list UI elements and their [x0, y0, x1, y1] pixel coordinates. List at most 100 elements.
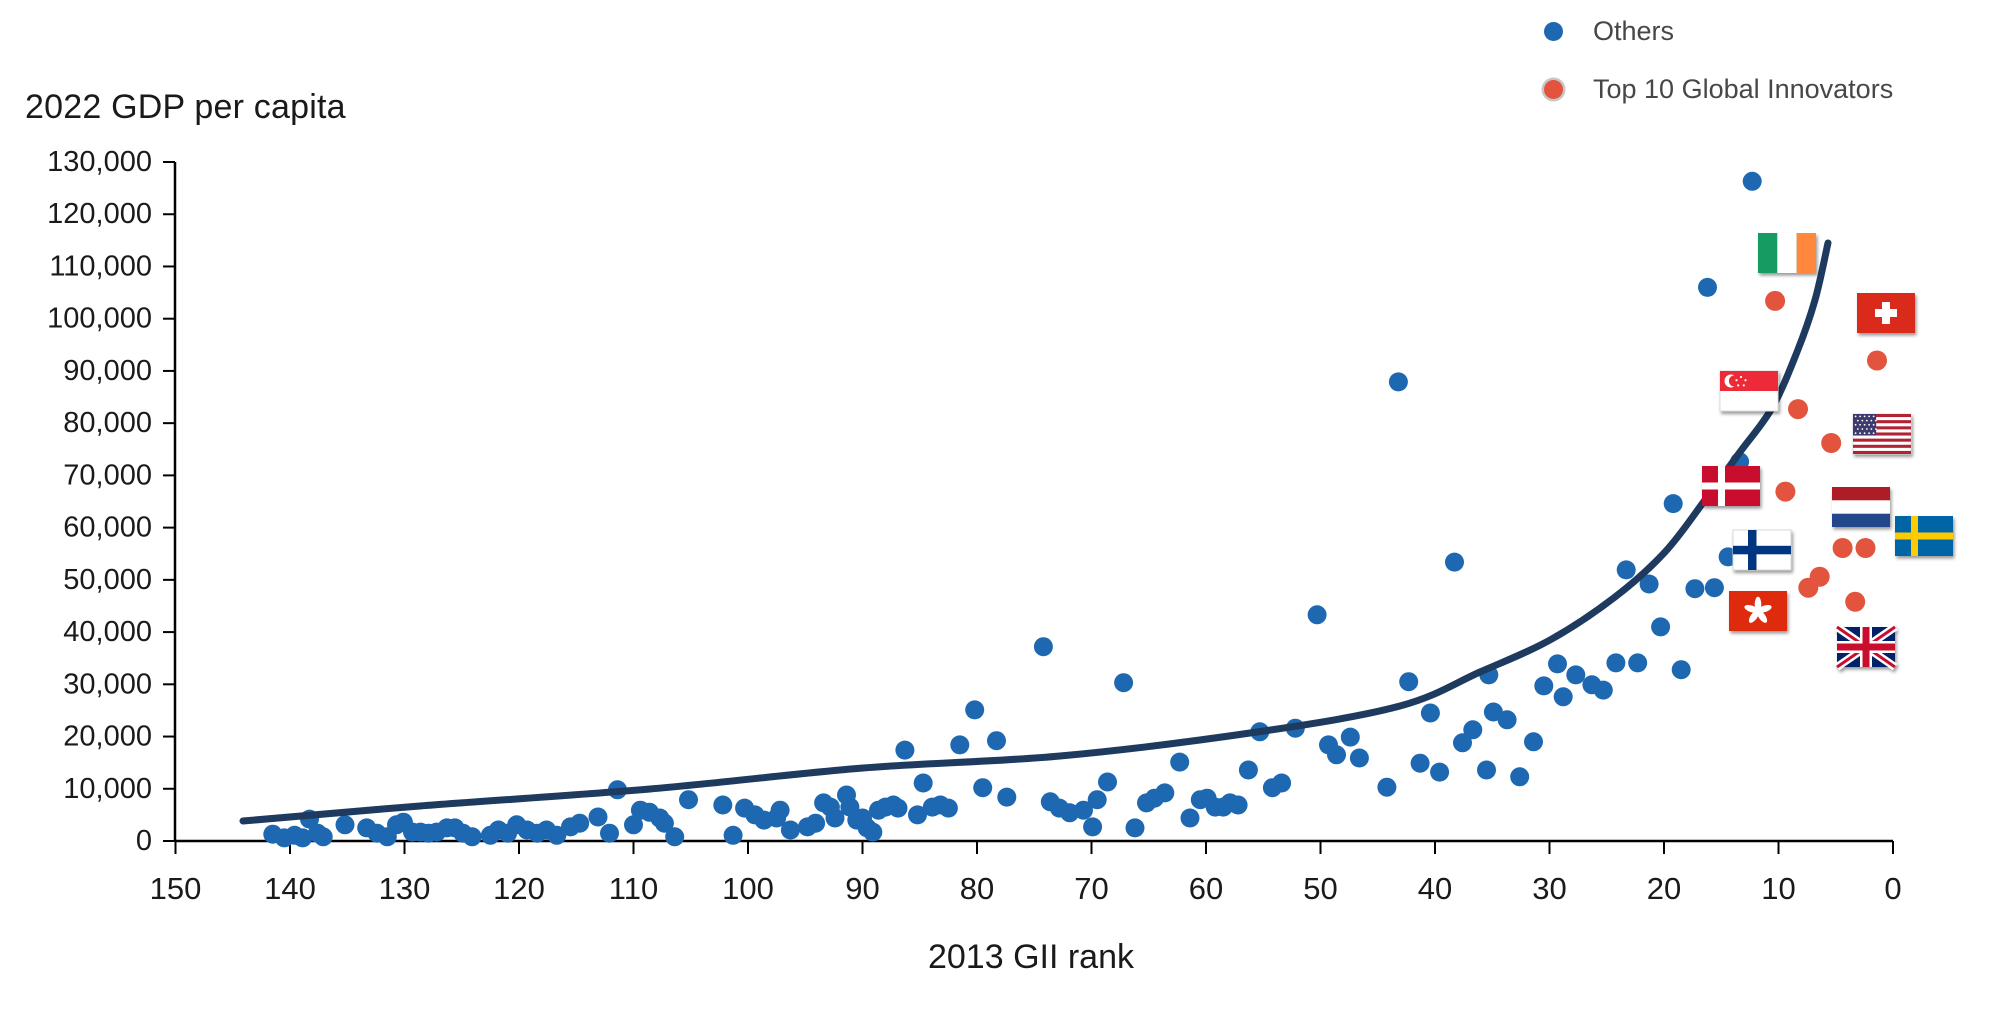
- data-point-others: [1074, 800, 1093, 820]
- country-flags: [1702, 233, 1953, 671]
- data-point-others: [1510, 767, 1530, 787]
- data-point-others: [313, 827, 333, 847]
- data-point-others: [938, 798, 958, 818]
- data-point-others: [1698, 277, 1717, 297]
- data-point-others: [1685, 579, 1705, 599]
- data-point-others: [1170, 752, 1190, 772]
- data-point-others: [1553, 687, 1573, 707]
- y-tick-label: 50,000: [63, 564, 152, 596]
- data-point-others: [293, 828, 313, 848]
- data-point-others: [1616, 560, 1636, 580]
- data-point-others: [588, 807, 608, 827]
- data-point-others: [1463, 720, 1483, 740]
- flag-finland-icon: [1732, 529, 1792, 571]
- x-tick-label: 100: [722, 871, 774, 906]
- data-point-others: [1114, 673, 1134, 693]
- data-point-others: [806, 813, 826, 833]
- data-point-others: [1606, 653, 1626, 673]
- data-point-others: [965, 700, 985, 720]
- legend-label-others: Others: [1593, 15, 1675, 46]
- x-tick-label: 20: [1647, 871, 1681, 906]
- x-tick-label: 70: [1074, 871, 1108, 906]
- axes: 0 10,000 20,000 30,000 40,000 50,000 60,000 70,…: [47, 146, 1901, 906]
- data-point-top10-hongkong: [1798, 577, 1819, 598]
- data-point-top10-sweden: [1855, 538, 1876, 558]
- data-point-others: [1083, 817, 1103, 837]
- data-point-others: [713, 795, 733, 815]
- data-point-others: [1628, 653, 1648, 673]
- data-point-top10-usa: [1821, 433, 1842, 453]
- data-point-others: [1307, 605, 1327, 625]
- data-point-others: [1377, 777, 1397, 797]
- data-point-others: [723, 825, 743, 845]
- data-point-others: [624, 815, 643, 835]
- data-point-others: [913, 773, 933, 793]
- data-point-others: [1639, 574, 1659, 594]
- legend: Others Top 10 Global Innovators: [1544, 12, 1893, 128]
- y-tick-label: 30,000: [63, 668, 152, 700]
- data-point-others: [1125, 818, 1145, 838]
- data-point-others: [863, 822, 883, 842]
- x-tick-label: 140: [264, 871, 316, 906]
- x-tick-label: 10: [1761, 871, 1795, 906]
- data-point-others: [1098, 772, 1117, 792]
- data-point-others: [1410, 753, 1430, 773]
- data-point-others: [335, 815, 355, 835]
- y-tick-label: 100,000: [47, 303, 152, 335]
- data-point-others: [1155, 783, 1175, 803]
- y-tick-label: 80,000: [63, 407, 152, 439]
- data-point-others: [1663, 494, 1683, 514]
- data-point-others: [908, 805, 927, 825]
- flag-singapore-icon: [1719, 370, 1779, 412]
- data-point-others: [665, 827, 685, 847]
- data-point-others: [895, 740, 915, 760]
- data-point-others: [770, 800, 790, 820]
- x-tick-label: 110: [609, 871, 658, 906]
- y-tick-label: 90,000: [63, 355, 152, 387]
- flag-denmark-icon: [1702, 466, 1760, 506]
- x-tick-label: 0: [1884, 871, 1901, 906]
- y-tick-label: 20,000: [63, 721, 152, 753]
- flag-usa-icon: [1852, 413, 1912, 455]
- data-point-top10-denmark: [1775, 481, 1796, 502]
- data-point-others: [973, 778, 993, 798]
- data-point-others: [1180, 808, 1200, 828]
- y-tick-label: 40,000: [63, 616, 152, 648]
- exponential-trend-curve: [239, 239, 1832, 825]
- data-point-others: [1651, 617, 1671, 637]
- data-point-others: [825, 808, 845, 828]
- x-tick-label: 50: [1303, 871, 1337, 906]
- y-tick-label: 130,000: [47, 146, 152, 178]
- others-legend-marker-icon: [1544, 21, 1563, 41]
- data-point-others: [987, 731, 1006, 751]
- flag-sweden-icon: [1895, 516, 1953, 556]
- data-point-others: [997, 787, 1017, 807]
- data-point-top10-ireland: [1765, 290, 1786, 311]
- data-point-others: [1742, 171, 1762, 191]
- data-point-top10-netherlands: [1832, 538, 1853, 558]
- data-point-others: [1548, 654, 1567, 674]
- data-point-others: [1524, 732, 1543, 752]
- flag-switzerland-icon: [1857, 293, 1915, 333]
- flag-uk-icon: [1834, 623, 1898, 671]
- flag-netherlands-icon: [1832, 487, 1890, 527]
- data-point-others: [888, 798, 908, 818]
- data-point-others: [1349, 748, 1369, 768]
- x-tick-label: 40: [1418, 871, 1452, 906]
- chart-title: 2022 GDP per capita: [25, 88, 346, 126]
- data-point-others: [1671, 660, 1691, 680]
- data-point-others: [462, 827, 482, 847]
- legend-item-top10: Top 10 Global Innovators: [1544, 70, 1893, 108]
- data-point-others: [1327, 745, 1346, 765]
- data-point-others: [1033, 637, 1053, 657]
- data-point-top10-singapore: [1788, 399, 1808, 420]
- data-point-others: [1704, 578, 1724, 598]
- data-point-others: [1238, 760, 1258, 780]
- x-axis-title: 2013 GII rank: [927, 938, 1135, 976]
- data-point-others: [950, 735, 970, 755]
- data-point-others: [547, 825, 567, 845]
- data-point-others: [1445, 552, 1464, 572]
- data-point-others: [1477, 760, 1496, 780]
- data-point-others: [1087, 790, 1107, 810]
- y-tick-label: 120,000: [47, 198, 152, 230]
